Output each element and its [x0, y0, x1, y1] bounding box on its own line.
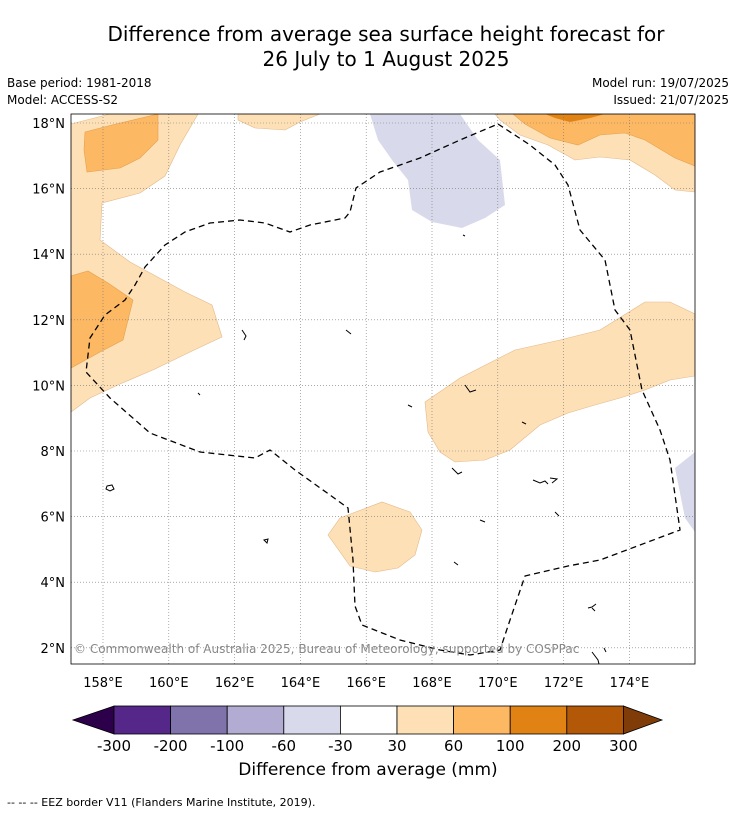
- lat-tick-label: 6°N: [41, 511, 66, 526]
- anomaly-region-north-center: [237, 114, 321, 131]
- anomaly-region-west-north-strong: [83, 114, 159, 173]
- title-line-2: 26 July to 1 August 2025: [262, 47, 510, 71]
- colorbar-segment: [226, 705, 285, 735]
- colorbar-extend-low: [71, 705, 115, 735]
- colorbar-segment: [170, 705, 228, 735]
- lat-tick-label: 16°N: [32, 183, 65, 198]
- colorbar-tick-label: -60: [272, 737, 297, 755]
- anomaly-region-east-band: [424, 301, 695, 463]
- colorbar-segment: [339, 705, 398, 735]
- anomaly-region-northeast-peak: [545, 114, 605, 122]
- lon-tick-label: 174°E: [610, 676, 650, 691]
- colorbar-tick-label: 60: [444, 737, 463, 755]
- eez-border: [85, 123, 681, 656]
- lat-tick-label: 2°N: [41, 642, 66, 657]
- colorbar-tick-label: -30: [328, 737, 353, 755]
- colorbar-tick-label: -300: [97, 737, 131, 755]
- island-coast: [451, 467, 463, 475]
- island-coast: [532, 479, 549, 485]
- colorbar-tick-label: -100: [210, 737, 244, 755]
- lon-tick-label: 172°E: [544, 676, 584, 691]
- colorbar-tick-label: 30: [387, 737, 406, 755]
- island-coast: [603, 647, 607, 653]
- island-coast: [591, 651, 600, 664]
- lat-tick-label: 8°N: [41, 445, 66, 460]
- lon-tick-label: 160°E: [149, 676, 189, 691]
- colorbar-segment: [566, 705, 624, 735]
- copyright-text: © Commonwealth of Australia 2025, Bureau…: [74, 642, 579, 656]
- lat-tick-label: 4°N: [41, 576, 66, 591]
- issued-date: Issued: 21/07/2025: [613, 93, 729, 107]
- colorbar-segment: [283, 705, 341, 735]
- gridlines: [71, 114, 695, 664]
- title-line-1: Difference from average sea surface heig…: [107, 22, 665, 46]
- island-coast: [241, 329, 247, 341]
- colorbar-tick-label: -200: [154, 737, 188, 755]
- island-coast: [407, 404, 413, 408]
- colorbar-segment: [453, 705, 511, 735]
- model-run: Model run: 19/07/2025: [591, 76, 729, 90]
- colorbar-segment: [396, 705, 454, 735]
- colorbar-tick-label: 200: [552, 737, 581, 755]
- base-period: Base period: 1981-2018: [7, 76, 152, 90]
- colorbar-tick-label: 100: [496, 737, 525, 755]
- colorbar-title: Difference from average (mm): [238, 760, 498, 780]
- lon-tick-label: 166°E: [346, 676, 386, 691]
- anomaly-region-negative-east: [675, 452, 695, 532]
- island-coast: [345, 329, 352, 335]
- anomaly-region-northeast-strong: [512, 114, 695, 167]
- chart-title: Difference from average sea surface heig…: [0, 22, 736, 72]
- footer-note: -- -- -- EEZ border V11 (Flanders Marine…: [7, 796, 316, 809]
- island-coast: [197, 392, 201, 396]
- anomaly-region-south: [327, 501, 423, 573]
- island-coast: [462, 234, 466, 237]
- island-coast: [554, 511, 560, 517]
- colorbar-tick-label: 300: [609, 737, 638, 755]
- lon-tick-label: 170°E: [478, 676, 518, 691]
- colorbar-extend-high: [623, 705, 664, 735]
- model-name: Model: ACCESS-S2: [7, 93, 119, 107]
- island-coast: [453, 561, 459, 566]
- colorbar-segment: [509, 705, 568, 735]
- coastlines: [105, 234, 607, 664]
- meta-left: Base period: 1981-2018 Model: ACCESS-S2: [7, 75, 152, 109]
- meta-right: Model run: 19/07/2025 Issued: 21/07/2025: [592, 75, 729, 109]
- lon-tick-label: 164°E: [281, 676, 321, 691]
- lat-tick-label: 14°N: [32, 248, 65, 263]
- anomaly-region-negative-north: [370, 114, 505, 228]
- island-coast: [479, 519, 486, 523]
- lon-tick-label: 168°E: [412, 676, 452, 691]
- lon-tick-label: 158°E: [83, 676, 123, 691]
- colorbar: -300 -200 -100 -60 -30 30 60 100 200 300: [71, 705, 664, 755]
- lat-tick-label: 12°N: [32, 314, 65, 329]
- lat-tick-label: 10°N: [32, 379, 65, 394]
- colorbar-segment: [113, 705, 171, 735]
- map-frame: [70, 113, 696, 665]
- axis-tick-labels: 158°E 160°E 162°E 164°E 166°E 168°E 170°E 172°E…: [32, 117, 649, 691]
- island-coast: [521, 421, 527, 425]
- lon-tick-label: 162°E: [215, 676, 255, 691]
- island-coast: [464, 384, 477, 393]
- island-coast: [587, 603, 597, 612]
- lat-tick-label: 18°N: [32, 117, 65, 132]
- island-coast: [105, 484, 115, 492]
- island-coast: [549, 477, 559, 484]
- island-coast: [263, 538, 269, 544]
